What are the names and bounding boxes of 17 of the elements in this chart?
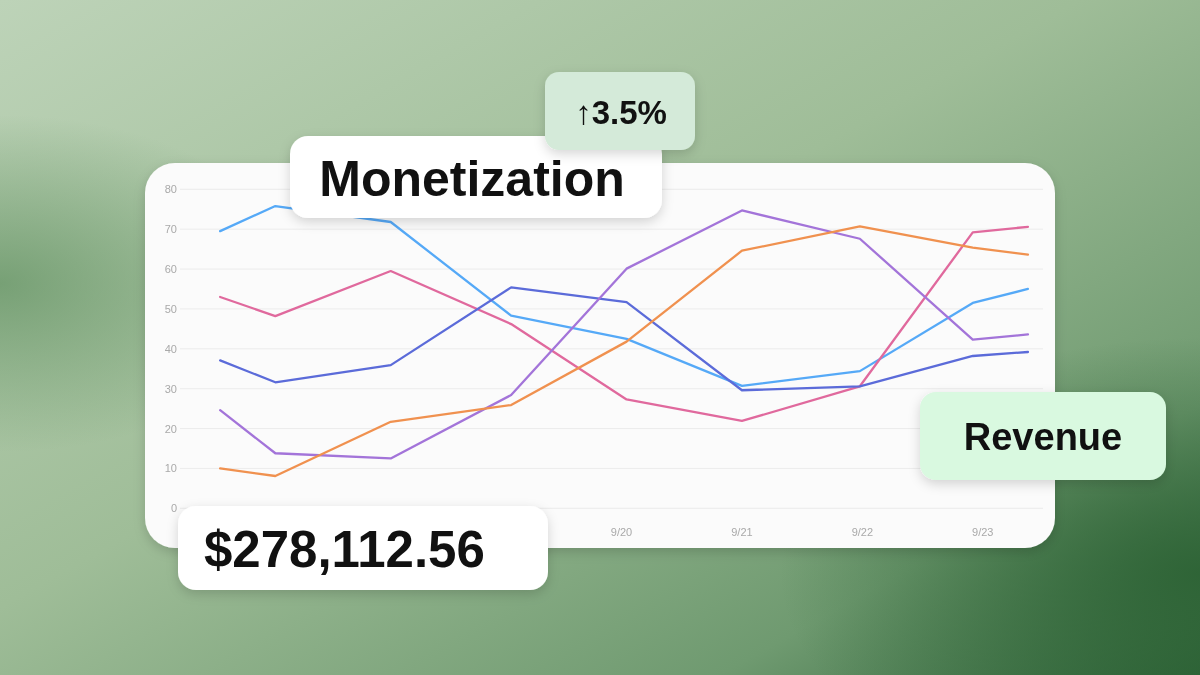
y-tick-label: 40 [164,342,177,355]
x-tick-label: 9/21 [731,526,753,538]
text: $278,112.56 [204,520,485,578]
y-tick-label: 30 [164,382,177,395]
y-tick-label: 60 [164,263,177,276]
y-tick-label: 50 [164,302,177,315]
text: ↑3.5% [575,93,667,131]
x-tick-label: 9/23 [972,526,994,538]
annotation: Revenue [963,416,1123,458]
y-tick-label: 20 [164,422,177,435]
y-tick-label: 10 [164,462,177,475]
y-tick-label: 80 [164,183,177,196]
chart-title: Monetization [319,151,625,207]
y-tick-label: 70 [164,223,177,236]
x-tick-label: 9/20 [610,526,633,538]
y-tick-label: 0 [170,502,177,515]
x-tick-label: 9/22 [851,526,874,538]
